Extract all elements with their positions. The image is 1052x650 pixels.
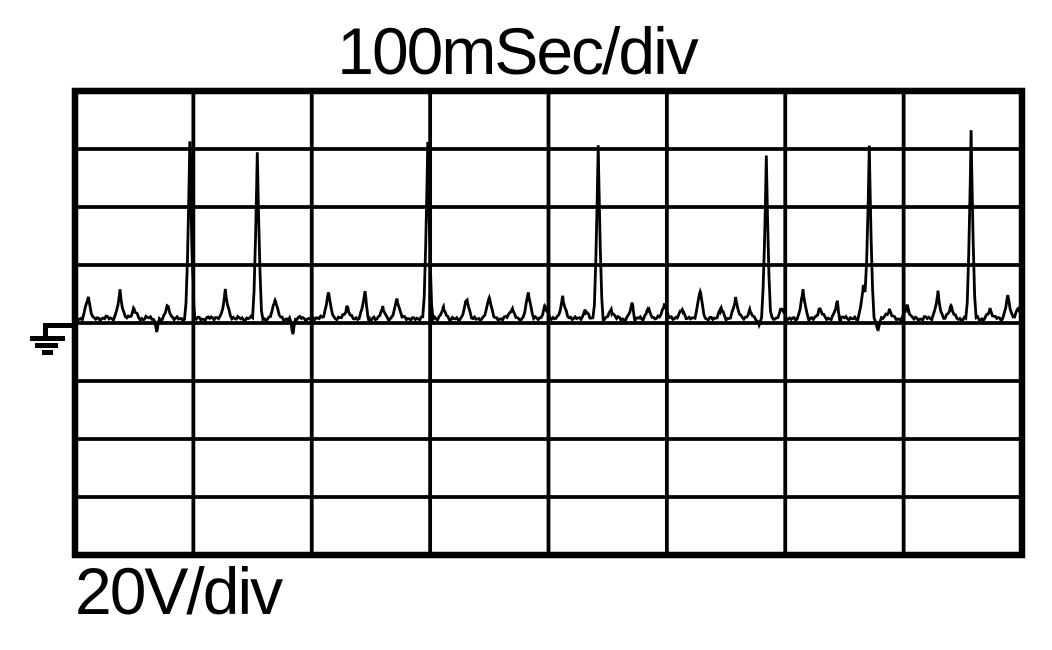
voltage-scale-label: 20V/div — [75, 554, 283, 628]
ground-reference-icon — [30, 323, 78, 355]
waveform-trace — [74, 130, 1024, 335]
graticule-grid — [71, 87, 1026, 559]
timebase-label: 100mSec/div — [337, 14, 699, 88]
